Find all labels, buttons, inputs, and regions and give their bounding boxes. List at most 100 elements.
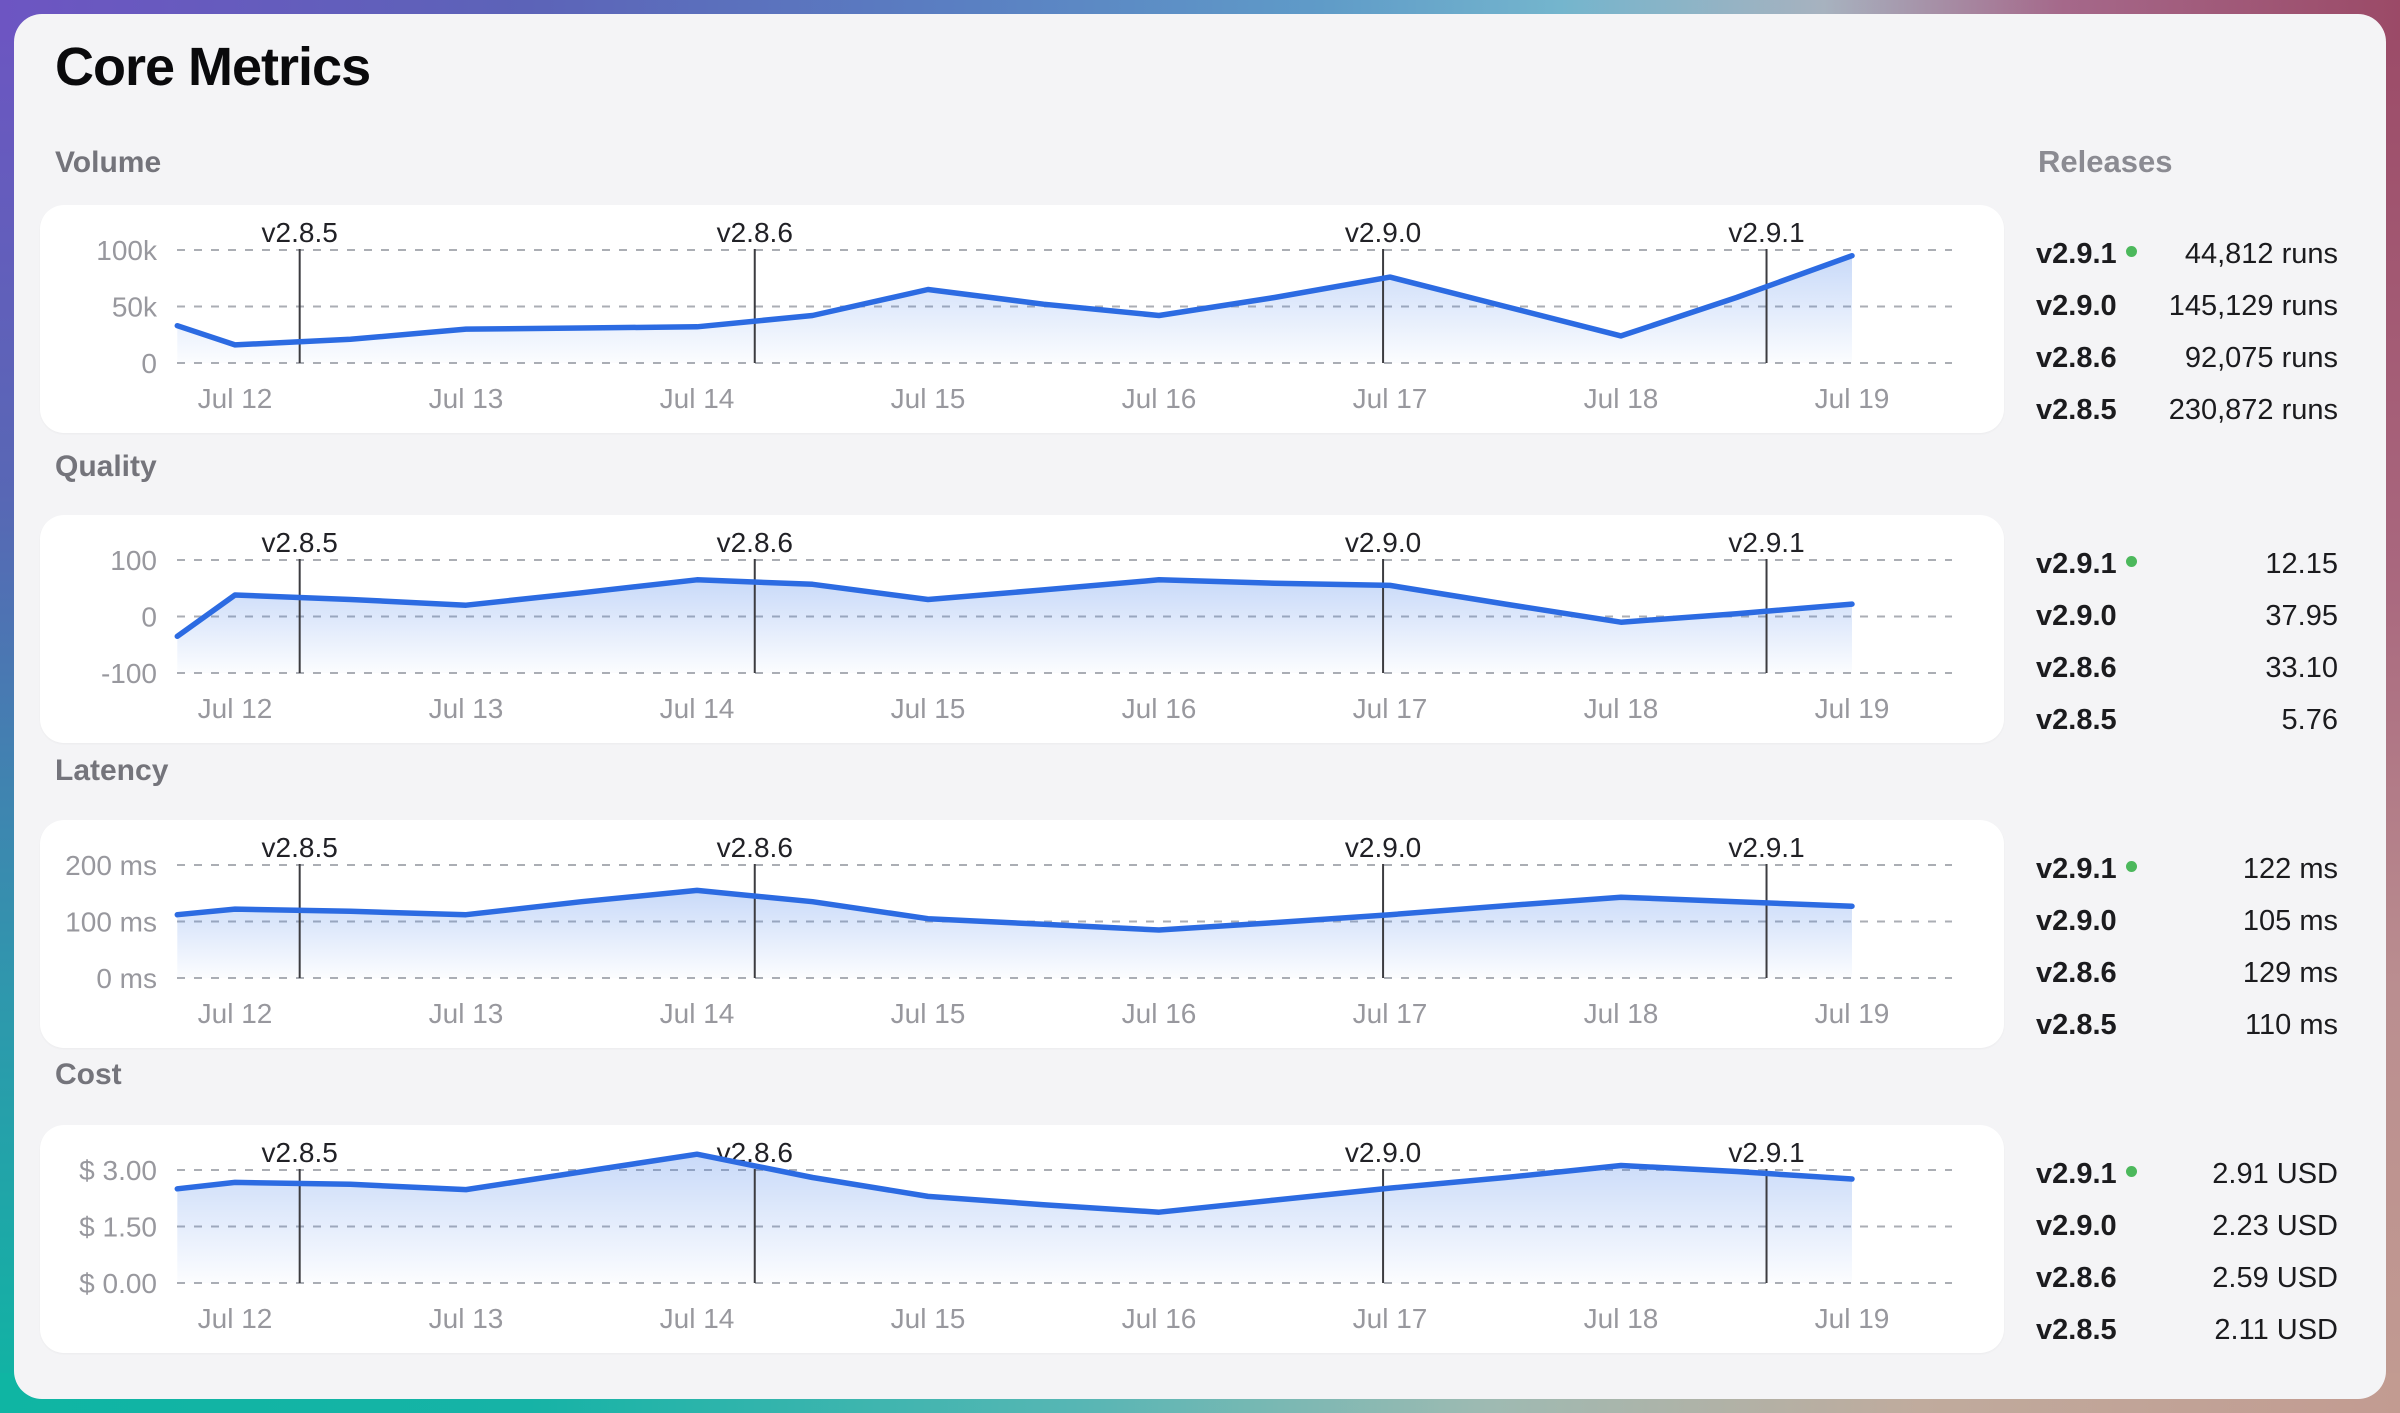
section-label-quality: Quality: [55, 450, 157, 483]
release-row: v2.9.1 44,812 runs: [2036, 228, 2338, 280]
svg-text:Jul 19: Jul 19: [1815, 693, 1890, 724]
svg-text:Jul 19: Jul 19: [1815, 383, 1890, 414]
release-name: v2.8.6: [2036, 652, 2117, 684]
release-value: 2.91 USD: [2212, 1158, 2338, 1190]
release-row: v2.9.1 12.15: [2036, 538, 2338, 590]
svg-text:v2.9.1: v2.9.1: [1728, 832, 1804, 863]
svg-text:v2.8.5: v2.8.5: [262, 832, 338, 863]
svg-text:200 ms: 200 ms: [65, 850, 157, 881]
svg-text:Jul 13: Jul 13: [429, 1303, 504, 1334]
release-markers: v2.8.5 v2.8.6 v2.9.0 v2.9.1: [262, 527, 1805, 673]
release-row: v2.8.5 110 ms: [2036, 999, 2338, 1051]
release-value: 145,129 runs: [2168, 290, 2338, 322]
x-axis-labels: Jul 12 Jul 13 Jul 14 Jul 15 Jul 16 Jul 17 Jul …: [198, 998, 1890, 1029]
latest-release-dot: [2125, 861, 2137, 872]
release-markers: v2.8.5 v2.8.6 v2.9.0 v2.9.1: [262, 217, 1805, 363]
section-label-cost: Cost: [55, 1058, 122, 1091]
x-axis-labels: Jul 12 Jul 13 Jul 14 Jul 15 Jul 16 Jul 17 Jul …: [198, 693, 1890, 724]
latency-chart: 200 ms 100 ms 0 ms Jul 12 Jul 13 Jul 14 Jul 15…: [65, 832, 1952, 1029]
svg-text:v2.8.5: v2.8.5: [262, 217, 338, 248]
release-value: 12.15: [2265, 548, 2338, 580]
release-group-latency: v2.9.1 122 ms v2.9.0 105 ms v2.8.6 129 ms v2.8…: [2036, 843, 2338, 1051]
series-line: [174, 577, 1855, 640]
series-line: [174, 1151, 1855, 1215]
svg-text:v2.9.0: v2.9.0: [1345, 217, 1421, 248]
svg-text:0: 0: [141, 348, 157, 379]
series-area: [177, 255, 1852, 363]
release-row: v2.9.0 105 ms: [2036, 895, 2338, 947]
svg-text:v2.9.0: v2.9.0: [1345, 832, 1421, 863]
svg-text:Jul 14: Jul 14: [660, 383, 735, 414]
latest-release-dot: [2125, 1166, 2137, 1177]
svg-text:Jul 15: Jul 15: [891, 1303, 966, 1334]
svg-text:Jul 14: Jul 14: [660, 693, 735, 724]
svg-text:Jul 18: Jul 18: [1584, 998, 1659, 1029]
latest-release-dot: [2125, 246, 2137, 257]
release-row: v2.9.0 2.23 USD: [2036, 1200, 2338, 1252]
release-name: v2.8.6: [2036, 342, 2117, 374]
release-row: v2.8.6 33.10: [2036, 642, 2338, 694]
release-value: 2.23 USD: [2212, 1210, 2338, 1242]
svg-text:Jul 14: Jul 14: [660, 998, 735, 1029]
svg-text:v2.8.5: v2.8.5: [262, 1137, 338, 1168]
release-group-volume: v2.9.1 44,812 runs v2.9.0 145,129 runs v2.8.…: [2036, 228, 2338, 436]
svg-text:Jul 18: Jul 18: [1584, 383, 1659, 414]
release-value: 5.76: [2281, 704, 2338, 736]
releases-heading: Releases: [2038, 144, 2173, 179]
svg-text:Jul 17: Jul 17: [1353, 693, 1428, 724]
svg-text:Jul 12: Jul 12: [198, 1303, 273, 1334]
svg-text:Jul 16: Jul 16: [1122, 383, 1197, 414]
svg-text:$ 3.00: $ 3.00: [79, 1155, 157, 1186]
release-row: v2.8.5 230,872 runs: [2036, 384, 2338, 436]
release-value: 2.59 USD: [2212, 1262, 2338, 1294]
release-name: v2.9.0: [2036, 600, 2117, 632]
series-line: [174, 887, 1855, 933]
release-name: v2.8.5: [2036, 704, 2117, 736]
release-row: v2.8.5 2.11 USD: [2036, 1304, 2338, 1356]
svg-text:v2.9.1: v2.9.1: [1728, 217, 1804, 248]
latency-chart-card: 200 ms 100 ms 0 ms Jul 12 Jul 13 Jul 14 Jul 15…: [40, 820, 2004, 1048]
release-value: 129 ms: [2242, 957, 2338, 989]
svg-text:100: 100: [110, 545, 157, 576]
release-name: v2.9.1: [2036, 538, 2137, 590]
svg-text:Jul 15: Jul 15: [891, 383, 966, 414]
series-line: [174, 252, 1855, 348]
svg-text:Jul 13: Jul 13: [429, 998, 504, 1029]
svg-text:Jul 19: Jul 19: [1815, 1303, 1890, 1334]
release-name: v2.9.1: [2036, 843, 2137, 895]
release-name: v2.8.5: [2036, 1009, 2117, 1041]
x-axis-labels: Jul 12 Jul 13 Jul 14 Jul 15 Jul 16 Jul 17 Jul …: [198, 1303, 1890, 1334]
release-value: 92,075 runs: [2184, 342, 2338, 374]
svg-text:Jul 17: Jul 17: [1353, 1303, 1428, 1334]
svg-text:v2.9.1: v2.9.1: [1728, 527, 1804, 558]
release-row: v2.9.0 145,129 runs: [2036, 280, 2338, 332]
release-name: v2.9.1: [2036, 1148, 2137, 1200]
cost-chart-card: $ 3.00 $ 1.50 $ 0.00 Jul 12 Jul 13 Jul 14 Jul …: [40, 1125, 2004, 1353]
release-value: 33.10: [2265, 652, 2338, 684]
release-row: v2.8.6 129 ms: [2036, 947, 2338, 999]
release-name: v2.8.6: [2036, 1262, 2117, 1294]
svg-text:Jul 12: Jul 12: [198, 693, 273, 724]
release-markers: v2.8.5 v2.8.6 v2.9.0 v2.9.1: [262, 1137, 1805, 1283]
series-area: [177, 1154, 1852, 1283]
release-row: v2.8.6 2.59 USD: [2036, 1252, 2338, 1304]
release-value: 122 ms: [2242, 853, 2338, 885]
svg-text:Jul 15: Jul 15: [891, 693, 966, 724]
release-value: 105 ms: [2242, 905, 2338, 937]
series-area: [177, 579, 1852, 673]
volume-chart-card: 100k 50k 0 Jul 12 Jul 13 Jul 14 Jul 15 Jul 16 Ju…: [40, 205, 2004, 433]
latest-release-dot: [2125, 556, 2137, 567]
svg-text:v2.8.6: v2.8.6: [717, 832, 793, 863]
svg-text:$ 0.00: $ 0.00: [79, 1268, 157, 1299]
release-name: v2.9.1: [2036, 228, 2137, 280]
svg-text:v2.9.0: v2.9.0: [1345, 1137, 1421, 1168]
release-row: v2.9.1 122 ms: [2036, 843, 2338, 895]
svg-text:Jul 14: Jul 14: [660, 1303, 735, 1334]
release-name: v2.9.0: [2036, 290, 2117, 322]
release-value: 230,872 runs: [2168, 394, 2338, 426]
svg-text:100k: 100k: [96, 235, 158, 266]
svg-text:Jul 16: Jul 16: [1122, 998, 1197, 1029]
